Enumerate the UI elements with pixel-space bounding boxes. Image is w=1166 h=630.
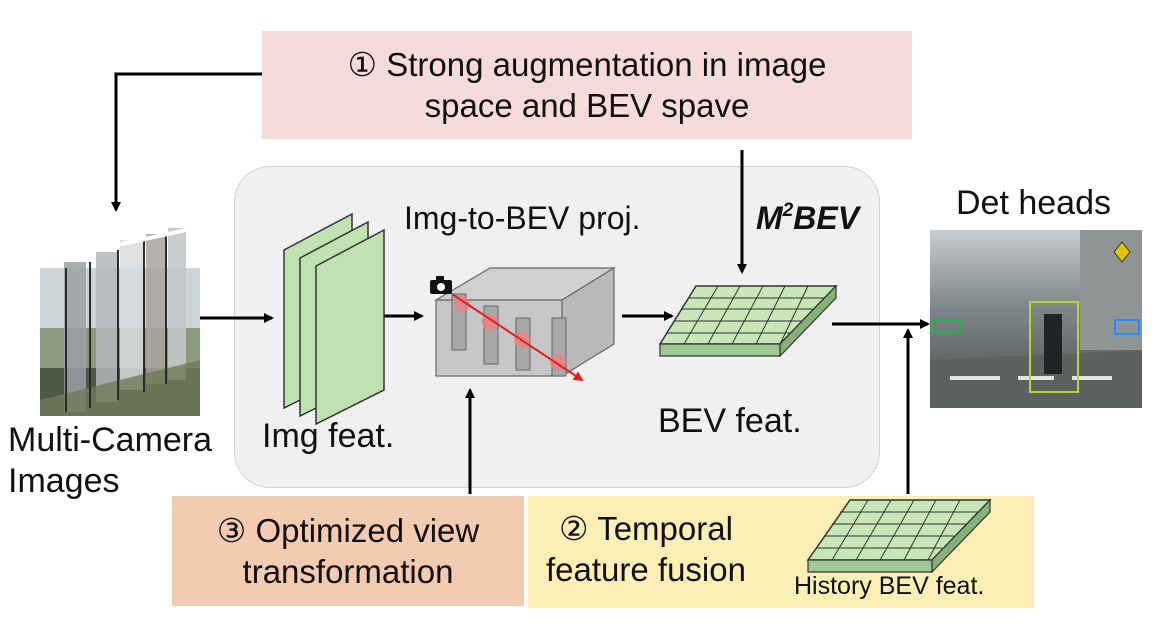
projection-cuboid bbox=[433, 266, 617, 378]
view-transform-note-line1: ③ Optimized view bbox=[216, 511, 480, 549]
proj-label: Img-to-BEV proj. bbox=[404, 200, 641, 236]
temporal-fusion-note-line2: feature fusion bbox=[546, 551, 746, 589]
multi-camera-label-line2: Images bbox=[8, 461, 120, 500]
temporal-fusion-note-text: ② Temporal feature fusion bbox=[546, 508, 746, 591]
view-transform-note-line2: transformation bbox=[242, 553, 454, 590]
m2bev-tail: BEV bbox=[793, 200, 860, 236]
temporal-fusion-note-line1: ② Temporal bbox=[559, 510, 733, 547]
img-feat-label: Img feat. bbox=[262, 417, 395, 455]
det-heads-image bbox=[930, 230, 1142, 408]
multi-camera-label-line1: Multi-Camera bbox=[8, 421, 213, 459]
augmentation-note: ① Strong augmentation in image space and… bbox=[262, 31, 912, 139]
augmentation-note-line2: space and BEV spave bbox=[424, 87, 750, 124]
augmentation-note-line1: ① Strong augmentation in image bbox=[347, 45, 827, 83]
bev-feat-label: BEV feat. bbox=[658, 402, 802, 440]
bev-feat-grid bbox=[658, 284, 838, 358]
camera-icon bbox=[430, 276, 452, 294]
multi-camera-label: Multi-Camera Images bbox=[8, 420, 212, 502]
view-transform-note: ③ Optimized view transformation bbox=[172, 496, 524, 606]
m2bev-superscript: 2 bbox=[782, 200, 794, 221]
projection-ray bbox=[451, 293, 584, 382]
det-heads-label: Det heads bbox=[956, 184, 1111, 222]
m2bev-main: M bbox=[756, 200, 783, 236]
history-bev-label: History BEV feat. bbox=[794, 572, 985, 600]
img-feat-stack bbox=[283, 212, 385, 426]
m2bev-label: M2BEV bbox=[756, 200, 859, 237]
history-bev-grid bbox=[806, 498, 992, 574]
multi-camera-images bbox=[39, 228, 200, 416]
aug-to-images-arrow bbox=[111, 72, 262, 212]
